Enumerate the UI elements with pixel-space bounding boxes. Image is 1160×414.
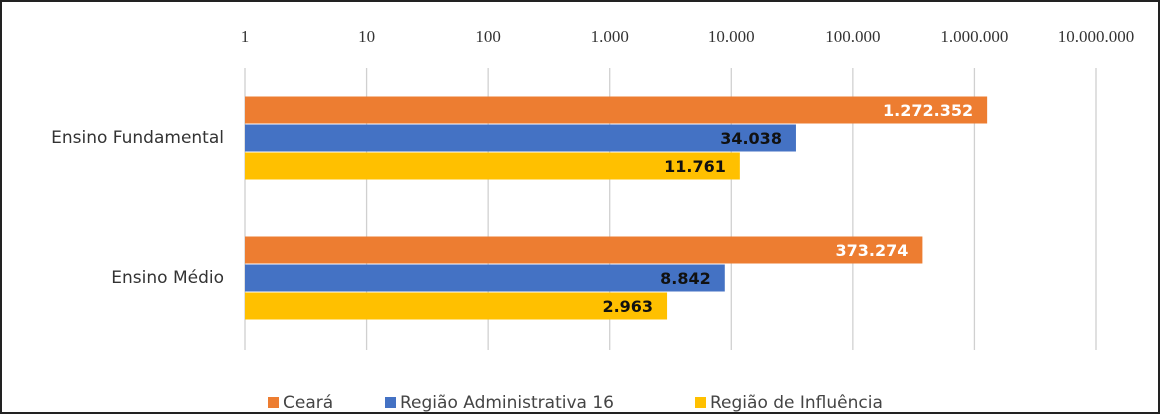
x-tick-label: 1	[241, 27, 250, 46]
x-tick-label: 1.000.000	[940, 27, 1008, 46]
legend-label: Região de Influência	[710, 393, 883, 413]
x-tick-label: 1.000	[591, 27, 629, 46]
legend-label: Região Administrativa 16	[400, 393, 614, 413]
legend-swatch	[268, 397, 279, 408]
bar	[245, 264, 725, 292]
value-label: 2.963	[602, 297, 653, 316]
legend-swatch	[385, 397, 396, 408]
bar	[245, 124, 796, 152]
value-label: 34.038	[720, 129, 782, 148]
legend-label: Ceará	[283, 393, 333, 413]
value-label: 11.761	[664, 157, 726, 176]
legend-swatch	[695, 397, 706, 408]
category-label: Ensino Fundamental	[51, 128, 224, 148]
value-label: 8.842	[660, 269, 711, 288]
x-tick-label: 10.000	[708, 27, 755, 46]
category-label: Ensino Médio	[111, 268, 224, 288]
x-tick-label: 100.000	[825, 27, 880, 46]
bar	[245, 236, 923, 264]
value-label: 1.272.352	[883, 101, 973, 120]
bar	[245, 152, 740, 180]
x-tick-label: 10	[358, 27, 375, 46]
x-tick-label: 100	[475, 27, 501, 46]
x-tick-label: 10.000.000	[1058, 27, 1135, 46]
value-label: 373.274	[836, 241, 909, 260]
bar	[245, 96, 988, 124]
bar	[245, 292, 668, 320]
